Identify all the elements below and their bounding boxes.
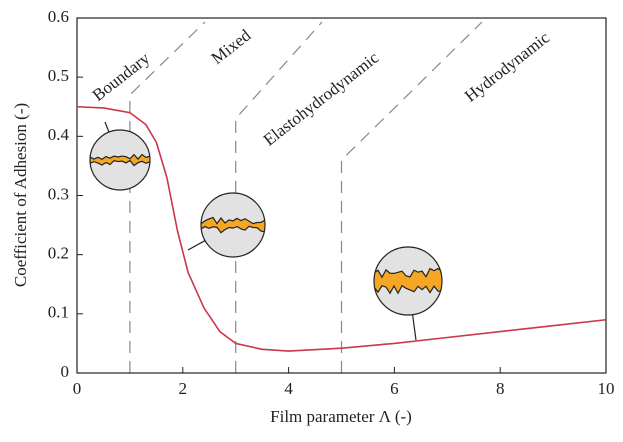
surface-top [201,216,265,225]
x-tick-label: 4 [284,379,293,398]
inset-ring [200,192,266,258]
inset-ring [89,129,151,191]
inset-surface [201,216,265,234]
regime-divider [129,21,206,373]
surface-bottom [374,284,442,295]
y-axis-label: Coefficient of Adhesion (-) [11,103,30,287]
y-tick-label: 0.4 [48,125,70,144]
surface-top [374,267,442,279]
surface-bottom [90,159,150,167]
x-tick-label: 6 [390,379,399,398]
regime-label: Boundary [89,48,154,105]
inset-surface [374,267,442,295]
x-axis-label: Film parameter Λ (-) [270,407,412,426]
regime-divider [340,21,483,373]
regime-label: Elastohydrodynamic [260,48,383,150]
y-tick-label: 0.5 [48,66,69,85]
y-tick-label: 0 [61,362,70,381]
y-tick-label: 0.2 [48,244,69,263]
x-tick-label: 8 [496,379,505,398]
inset-leader [104,121,110,133]
x-tick-label: 10 [598,379,615,398]
data-line [76,105,607,352]
inset-leader [411,314,417,341]
regime-label: Mixed [208,25,255,68]
regime-divider [235,21,323,373]
y-tick-label: 0.1 [48,303,69,322]
surface-top [90,153,150,160]
inset-leader [187,240,206,251]
regime-label: Hydrodynamic [461,28,553,106]
x-tick-label: 2 [179,379,188,398]
y-tick-label: 0.6 [48,7,69,26]
x-tick-label: 0 [73,379,82,398]
y-tick-label: 0.3 [48,184,69,203]
inset-surface [90,153,150,167]
surface-bottom [201,225,265,234]
inset-ring [373,246,443,316]
